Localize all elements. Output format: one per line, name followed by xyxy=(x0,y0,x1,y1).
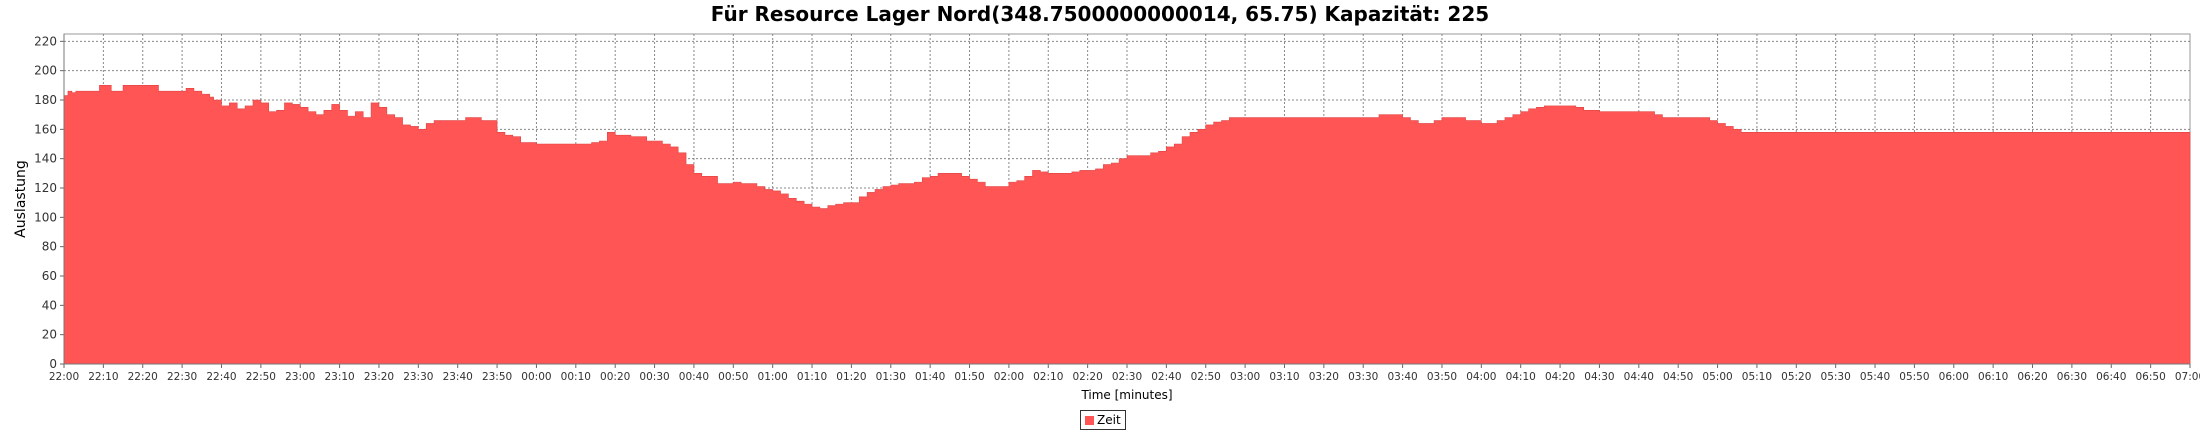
x-tick-label: 06:10 xyxy=(1978,371,2008,383)
chart-title: Für Resource Lager Nord(348.750000000001… xyxy=(710,2,1490,26)
x-tick-label: 06:30 xyxy=(2057,371,2087,383)
area-series-zeit xyxy=(63,85,2191,365)
x-tick-label: 05:00 xyxy=(1702,371,1732,383)
x-tick-label: 00:00 xyxy=(521,371,551,383)
x-tick-label: 23:30 xyxy=(403,371,433,383)
x-tick-label: 23:20 xyxy=(364,371,394,383)
legend-label: Zeit xyxy=(1097,413,1121,427)
y-tick-label: 20 xyxy=(42,328,57,342)
y-axis: 0 20 40 60 80 100 120 140 160 180 200 220 xyxy=(34,34,65,371)
x-tick-label: 22:20 xyxy=(128,371,158,383)
y-tick-label: 160 xyxy=(34,122,57,136)
x-tick-label: 22:10 xyxy=(88,371,118,383)
x-tick-label: 02:00 xyxy=(994,371,1024,383)
x-tick-label: 01:50 xyxy=(954,371,984,383)
x-tick-label: 00:10 xyxy=(561,371,591,383)
x-tick-label: 04:10 xyxy=(1506,371,1536,383)
legend: Zeit xyxy=(1080,410,1126,430)
x-tick-label: 22:00 xyxy=(49,371,79,383)
legend-swatch xyxy=(1085,415,1094,425)
x-tick-label: 05:10 xyxy=(1742,371,1772,383)
x-tick-label: 00:50 xyxy=(718,371,748,383)
x-tick-label: 06:00 xyxy=(1939,371,1969,383)
x-tick-label: 05:20 xyxy=(1781,371,1811,383)
x-tick-label: 05:50 xyxy=(1899,371,1929,383)
x-tick-label: 04:40 xyxy=(1624,371,1654,383)
x-tick-label: 22:50 xyxy=(246,371,276,383)
area-series xyxy=(63,85,2191,365)
x-tick-label: 03:00 xyxy=(1230,371,1260,383)
x-tick-label: 01:00 xyxy=(758,371,788,383)
y-tick-label: 100 xyxy=(34,210,57,224)
x-tick-label: 22:30 xyxy=(167,371,197,383)
x-tick-label: 03:50 xyxy=(1427,371,1457,383)
x-tick-label: 00:20 xyxy=(600,371,630,383)
y-tick-label: 60 xyxy=(42,269,57,283)
x-tick-label: 03:20 xyxy=(1309,371,1339,383)
x-tick-label: 05:40 xyxy=(1860,371,1890,383)
x-tick-label: 23:10 xyxy=(324,371,354,383)
x-tick-label: 00:40 xyxy=(679,371,709,383)
x-tick-label: 22:40 xyxy=(206,371,236,383)
y-tick-label: 0 xyxy=(49,357,57,371)
x-tick-label: 23:00 xyxy=(285,371,315,383)
x-tick-label: 04:20 xyxy=(1545,371,1575,383)
x-tick-label: 02:40 xyxy=(1151,371,1181,383)
x-tick-label: 06:40 xyxy=(2096,371,2126,383)
y-axis-label: Auslastung xyxy=(13,160,29,238)
x-tick-label: 01:40 xyxy=(915,371,945,383)
x-tick-label: 02:30 xyxy=(1112,371,1142,383)
x-axis-label: Time [minutes] xyxy=(1080,388,1172,402)
x-tick-label: 04:30 xyxy=(1584,371,1614,383)
y-tick-label: 40 xyxy=(42,298,57,312)
x-tick-label: 07:00 xyxy=(2175,371,2200,383)
x-tick-label: 04:50 xyxy=(1663,371,1693,383)
x-tick-label: 23:50 xyxy=(482,371,512,383)
x-tick-label: 03:40 xyxy=(1387,371,1417,383)
y-tick-label: 220 xyxy=(34,34,57,48)
y-tick-label: 120 xyxy=(34,181,57,195)
x-tick-label: 04:00 xyxy=(1466,371,1496,383)
y-tick-label: 80 xyxy=(42,240,57,254)
x-tick-label: 01:10 xyxy=(797,371,827,383)
x-tick-label: 23:40 xyxy=(443,371,473,383)
x-tick-label: 01:20 xyxy=(836,371,866,383)
y-tick-label: 200 xyxy=(34,64,57,78)
y-tick-label: 140 xyxy=(34,152,57,166)
x-tick-label: 05:30 xyxy=(1821,371,1851,383)
y-tick-label: 180 xyxy=(34,93,57,107)
x-tick-label: 06:20 xyxy=(2017,371,2047,383)
x-tick-label: 02:20 xyxy=(1072,371,1102,383)
x-tick-label: 00:30 xyxy=(639,371,669,383)
x-tick-label: 02:50 xyxy=(1191,371,1221,383)
x-tick-label: 03:30 xyxy=(1348,371,1378,383)
x-tick-label: 06:50 xyxy=(2135,371,2165,383)
x-tick-label: 03:10 xyxy=(1269,371,1299,383)
x-tick-label: 02:10 xyxy=(1033,371,1063,383)
x-axis: 22:00 22:10 22:20 22:30 22:40 22:50 23:00 23:10… xyxy=(49,363,2200,383)
x-tick-label: 01:30 xyxy=(876,371,906,383)
